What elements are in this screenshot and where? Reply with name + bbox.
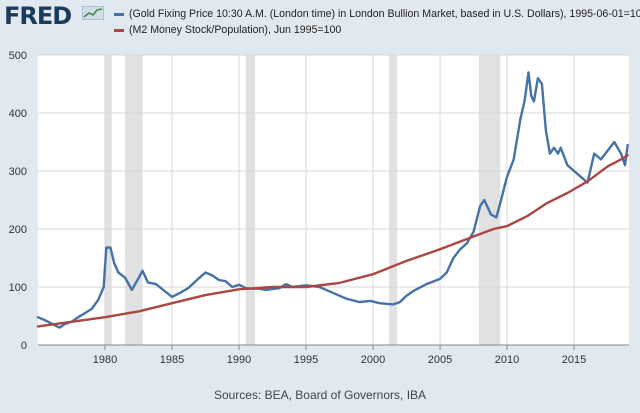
x-tick-label-1980: 1980: [93, 354, 117, 366]
recession-band-3: [245, 55, 256, 345]
y-tick-label-200: 200: [9, 224, 27, 236]
recession-band-4: [389, 55, 398, 345]
source-note: Sources: BEA, Board of Governors, IBA: [213, 388, 427, 402]
series-line-gold[interactable]: [36, 71, 629, 329]
y-tick-label-500: 500: [9, 50, 27, 62]
legend-entry-gold[interactable]: (Gold Fixing Price 10:30 A.M. (London ti…: [114, 6, 640, 22]
x-tick-label-1990: 1990: [227, 354, 251, 366]
x-tick-label-1995: 1995: [294, 354, 318, 366]
fred-logo: FRED: [4, 2, 72, 30]
recession-band-1: [105, 55, 112, 345]
x-tick-label-2005: 2005: [428, 354, 452, 366]
recession-band-5: [478, 55, 501, 345]
axes: 0 100 200 300 400 500 1980 1985 1990 1995 2000 2005…: [9, 50, 629, 366]
y-tick-label-0: 0: [21, 340, 27, 352]
recession-shading: [105, 55, 501, 345]
legend-label-gold: (Gold Fixing Price 10:30 A.M. (London ti…: [129, 8, 640, 20]
logo-chart-icon: [82, 6, 104, 20]
y-tick-label-400: 400: [9, 108, 27, 120]
legend-swatch-gold: [114, 12, 124, 16]
legend-swatch-m2: [114, 28, 124, 32]
x-tick-label-2000: 2000: [361, 354, 385, 366]
y-tick-label-100: 100: [9, 282, 27, 294]
y-tick-label-300: 300: [9, 166, 27, 178]
grid-lines: [38, 54, 629, 345]
legend-entry-m2[interactable]: (M2 Money Stock/Population), Jun 1995=10…: [114, 22, 640, 38]
x-tick-label-2015: 2015: [562, 354, 586, 366]
series-layer: [36, 71, 629, 329]
series-line-m2[interactable]: [36, 154, 629, 328]
legend-label-m2: (M2 Money Stock/Population), Jun 1995=10…: [129, 24, 342, 36]
x-tick-label-2010: 2010: [495, 354, 519, 366]
x-tick-label-1985: 1985: [160, 354, 184, 366]
chart-legend: (Gold Fixing Price 10:30 A.M. (London ti…: [114, 6, 640, 38]
recession-band-2: [125, 55, 143, 345]
